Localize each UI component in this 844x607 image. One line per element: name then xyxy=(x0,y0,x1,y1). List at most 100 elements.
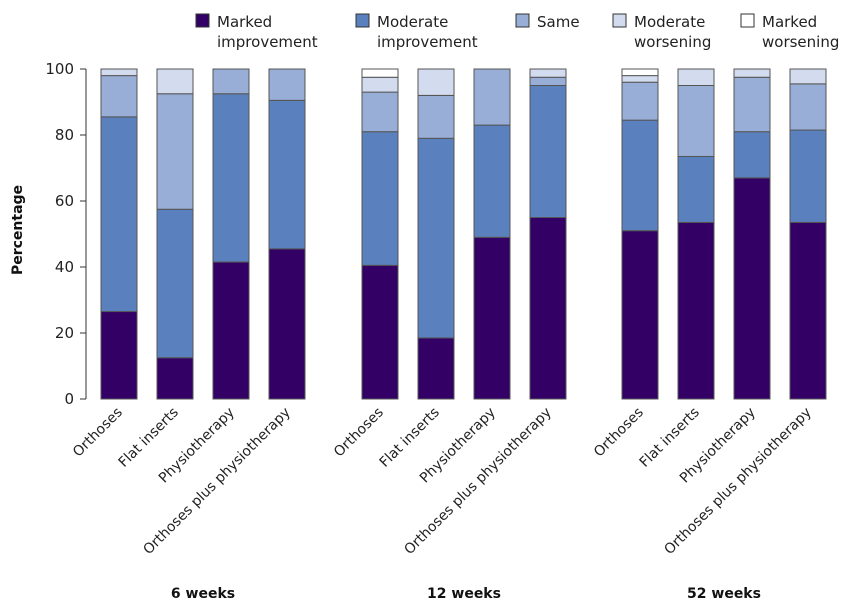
bar-segment xyxy=(789,129,827,223)
bar-segment xyxy=(156,208,194,359)
legend-label: Moderate xyxy=(634,13,705,31)
legend-item: Marked improvement xyxy=(195,13,318,51)
bar-segment xyxy=(621,75,659,83)
bar-segment xyxy=(361,68,399,78)
bar-segment xyxy=(529,85,567,218)
bar-segment xyxy=(621,68,659,77)
bar-group xyxy=(621,68,827,400)
stacked-bar xyxy=(529,68,567,400)
bar-segment xyxy=(361,131,399,266)
stacked-bar xyxy=(212,68,250,400)
bar-segment xyxy=(677,68,715,86)
bar-segment xyxy=(473,124,511,238)
stacked-bar xyxy=(361,68,399,400)
bar-group xyxy=(361,68,567,400)
bar-segment xyxy=(621,230,659,400)
group-label: 6 weeks xyxy=(171,586,235,602)
y-tick-label: 0 xyxy=(64,390,74,408)
legend-label: Moderate xyxy=(377,13,448,31)
bar-segment xyxy=(789,221,827,400)
bar-segment xyxy=(361,264,399,400)
legend-label: improvement xyxy=(217,33,318,51)
bar-segment xyxy=(677,85,715,157)
group-labels: 6 weeks 12 weeks 52 weeks xyxy=(171,586,761,602)
bar-segment xyxy=(417,137,455,339)
y-tick-label: 80 xyxy=(55,126,74,144)
bar-segment xyxy=(733,131,771,179)
stacked-bar xyxy=(733,68,771,400)
bar-segment xyxy=(268,68,306,101)
y-tick-label: 100 xyxy=(45,60,74,78)
bar-segment xyxy=(212,261,250,400)
legend-swatch xyxy=(355,13,370,28)
bar-segment xyxy=(621,81,659,121)
bar-segment xyxy=(677,221,715,400)
stacked-bar xyxy=(100,68,138,400)
legend-label: Marked xyxy=(762,13,817,31)
bar-segment xyxy=(473,236,511,400)
bar-segment xyxy=(733,68,771,78)
bar-segment xyxy=(417,94,455,139)
stacked-bar xyxy=(473,68,511,400)
bar-segment xyxy=(417,337,455,400)
bar-segment xyxy=(100,311,138,400)
bar-segment xyxy=(529,76,567,86)
category-label: Orthoses xyxy=(70,405,126,461)
chart-legend: Marked improvement Moderate improvement Same… xyxy=(195,13,839,51)
bar-segment xyxy=(733,177,771,400)
bar-segment xyxy=(529,68,567,78)
legend-item: Moderate worsening xyxy=(612,13,711,51)
bar-segment xyxy=(361,91,399,133)
legend-swatch xyxy=(740,13,755,28)
legend-label: Same xyxy=(537,13,580,31)
stacked-bar xyxy=(789,68,827,400)
y-axis: 0 20 40 60 80 100 xyxy=(45,60,87,408)
legend-label: worsening xyxy=(762,33,839,51)
bar-segment xyxy=(733,76,771,133)
legend-item: Same xyxy=(515,13,580,31)
bar-segment xyxy=(621,119,659,232)
category-label: Orthoses xyxy=(591,405,647,461)
bar-segment xyxy=(156,357,194,400)
stacked-bar xyxy=(156,68,194,400)
y-tick-label: 40 xyxy=(55,258,74,276)
stacked-bar xyxy=(268,68,306,400)
legend-swatch xyxy=(195,13,210,28)
stacked-bar xyxy=(677,68,715,400)
bar-segment xyxy=(361,76,399,93)
legend-item: Moderate improvement xyxy=(355,13,478,51)
bars-area xyxy=(100,68,827,400)
y-tick-label: 60 xyxy=(55,192,74,210)
bar-segment xyxy=(529,217,567,400)
legend-item: Marked worsening xyxy=(740,13,839,51)
stacked-bar xyxy=(417,68,455,400)
group-label: 12 weeks xyxy=(427,586,501,602)
bar-segment xyxy=(156,93,194,210)
legend-label: improvement xyxy=(377,33,478,51)
legend-swatch xyxy=(612,13,627,28)
y-tick-label: 20 xyxy=(55,324,74,342)
bar-segment xyxy=(417,68,455,96)
bar-segment xyxy=(100,75,138,118)
bar-segment xyxy=(268,99,306,250)
y-axis-title: Percentage xyxy=(10,185,26,275)
legend-label: worsening xyxy=(634,33,711,51)
bar-segment xyxy=(212,68,250,95)
bar-group xyxy=(100,68,306,400)
bar-segment xyxy=(268,248,306,400)
bar-segment xyxy=(789,68,827,85)
bar-segment xyxy=(473,68,511,126)
bar-segment xyxy=(789,83,827,131)
group-label: 52 weeks xyxy=(687,586,761,602)
bar-segment xyxy=(212,93,250,263)
bar-segment xyxy=(100,116,138,313)
bar-segment xyxy=(100,68,138,77)
bar-segment xyxy=(677,155,715,223)
legend-swatch xyxy=(515,13,530,28)
stacked-bar xyxy=(621,68,659,400)
category-label: Orthoses xyxy=(331,405,387,461)
legend-label: Marked xyxy=(217,13,272,31)
bar-segment xyxy=(156,68,194,95)
